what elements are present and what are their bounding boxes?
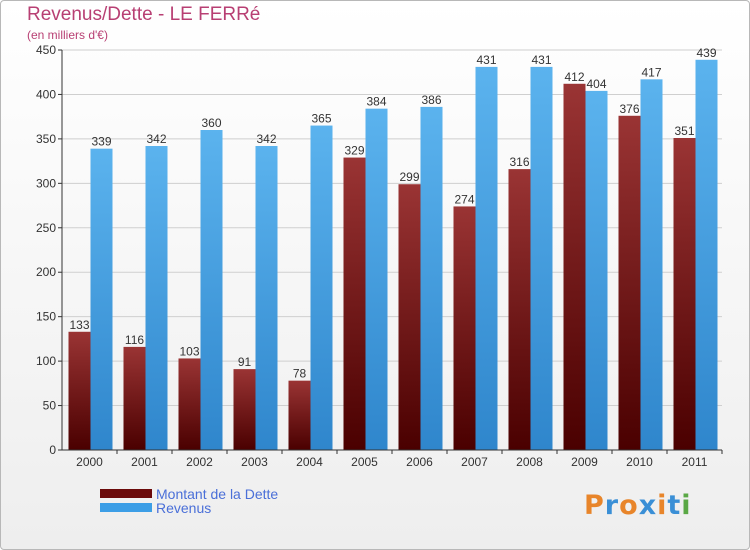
x-tick-label: 2005 <box>351 455 378 469</box>
data-label-dette: 376 <box>619 102 639 116</box>
y-tick-label: 400 <box>36 87 56 101</box>
bar-dette <box>508 169 531 450</box>
data-label-dette: 133 <box>69 318 89 332</box>
bar-dette <box>178 358 201 450</box>
bar-dette <box>618 115 641 451</box>
bar-dette <box>68 331 91 450</box>
y-tick-label: 350 <box>36 132 56 146</box>
y-tick-label: 100 <box>36 354 56 368</box>
logo-letter: r <box>605 490 619 521</box>
bar-revenus <box>310 125 333 451</box>
bar-revenus <box>90 148 113 450</box>
bars <box>68 59 718 451</box>
data-label-revenus: 384 <box>366 95 386 109</box>
data-label-revenus: 365 <box>311 112 331 126</box>
data-label-dette: 351 <box>674 124 694 138</box>
logo-letter: P <box>584 490 605 521</box>
x-tick-label: 2011 <box>682 455 708 469</box>
chart-subtitle: (en milliers d'€) <box>27 28 108 42</box>
bar-dette <box>123 346 146 450</box>
legend-label-revenus: Revenus <box>156 500 212 516</box>
data-label-revenus: 431 <box>476 53 496 67</box>
bar-revenus <box>255 146 278 450</box>
legend-swatch-dette <box>100 489 152 498</box>
logo-letter: x <box>639 490 657 521</box>
bar-dette <box>673 138 696 450</box>
bar-dette <box>233 369 256 450</box>
chart-title: Revenus/Dette - LE FERRé <box>27 4 261 25</box>
legend-swatch-revenus <box>100 503 152 512</box>
bar-dette <box>343 157 366 451</box>
data-label-dette: 103 <box>179 344 199 358</box>
data-label-revenus: 386 <box>421 93 441 107</box>
bar-revenus <box>475 66 498 450</box>
data-label-dette: 412 <box>564 70 584 84</box>
grid-lines <box>62 49 722 407</box>
y-tick-label: 250 <box>36 221 56 235</box>
x-tick-label: 2004 <box>296 455 323 469</box>
bar-dette <box>563 83 586 451</box>
y-tick-label: 200 <box>36 265 56 279</box>
data-label-dette: 299 <box>399 170 419 184</box>
bar-revenus <box>530 66 553 450</box>
bar-revenus <box>420 106 443 450</box>
y-tick-label: 300 <box>36 176 56 190</box>
logo-letter: i <box>681 490 691 521</box>
bar-dette <box>398 184 421 450</box>
svg-text:Proxiti: Proxiti <box>584 490 692 521</box>
bar-revenus <box>200 130 223 450</box>
x-tick-label: 2001 <box>131 455 158 469</box>
y-tick-label: 0 <box>49 443 56 457</box>
data-label-revenus: 431 <box>531 53 551 67</box>
x-tick-label: 2000 <box>76 455 103 469</box>
bar-dette <box>288 380 311 450</box>
data-label-dette: 316 <box>509 155 529 169</box>
data-label-revenus: 342 <box>146 132 166 146</box>
bar-revenus <box>695 59 718 451</box>
y-tick-label: 450 <box>36 43 56 57</box>
logo-letter: o <box>619 490 639 521</box>
x-tick-label: 2002 <box>186 455 213 469</box>
y-tick-label: 150 <box>36 310 56 324</box>
x-tick-label: 2009 <box>571 455 598 469</box>
data-label-dette: 274 <box>454 192 474 206</box>
x-tick-label: 2010 <box>626 455 653 469</box>
data-label-dette: 78 <box>293 367 307 381</box>
x-tick-label: 2008 <box>516 455 543 469</box>
data-label-dette: 116 <box>125 333 144 347</box>
x-tick-label: 2007 <box>461 455 488 469</box>
axes: 0 50 100 150 200 250 300 350 400 450 2000 2001 2002 2… <box>36 43 723 469</box>
data-label-revenus: 404 <box>586 77 606 91</box>
data-label-revenus: 439 <box>696 46 716 60</box>
data-label-revenus: 339 <box>91 135 111 149</box>
logo-letter: i <box>657 490 667 521</box>
bar-revenus <box>365 108 388 451</box>
bar-revenus <box>640 79 663 450</box>
bar-revenus <box>145 146 168 450</box>
data-labels: 133 339 116 342 103 360 91 342 78 365 329 384 299 386… <box>69 46 716 381</box>
data-label-dette: 329 <box>344 144 364 158</box>
logo-letter: t <box>667 490 681 521</box>
bar-dette <box>453 206 476 450</box>
data-label-revenus: 342 <box>256 132 276 146</box>
proxiti-logo: Proxiti <box>584 490 692 521</box>
y-tick-label: 50 <box>43 399 57 413</box>
x-tick-label: 2003 <box>241 455 268 469</box>
data-label-revenus: 360 <box>201 116 221 130</box>
data-label-revenus: 417 <box>641 65 661 79</box>
data-label-dette: 91 <box>238 355 252 369</box>
x-tick-label: 2006 <box>406 455 433 469</box>
bar-revenus <box>585 90 608 450</box>
legend-label-dette: Montant de la Dette <box>156 486 279 502</box>
